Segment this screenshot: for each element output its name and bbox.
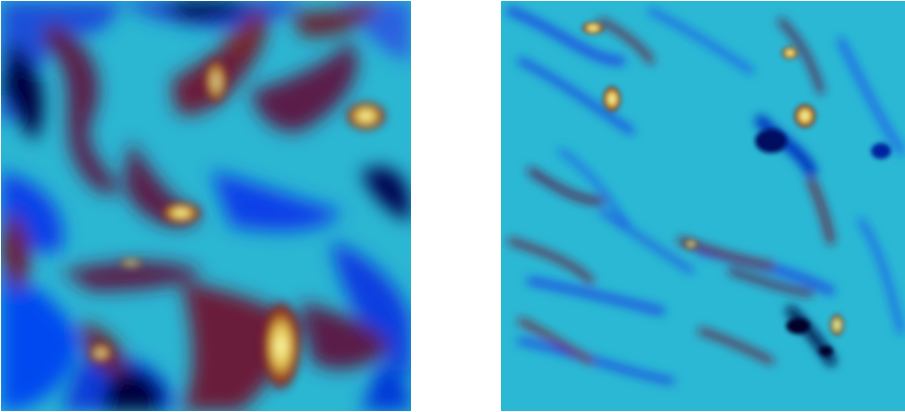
left-field-image [1, 1, 411, 411]
left-field-panel [1, 1, 411, 411]
right-field-image [501, 1, 905, 411]
right-field-panel [501, 1, 905, 411]
